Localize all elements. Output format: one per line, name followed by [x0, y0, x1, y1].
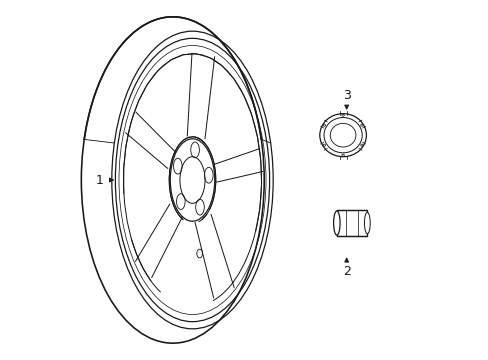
Ellipse shape: [364, 212, 369, 234]
Text: 3: 3: [342, 89, 350, 102]
Text: 1: 1: [95, 174, 103, 186]
Bar: [336, 210, 366, 237]
Ellipse shape: [333, 211, 339, 235]
Text: 2: 2: [342, 265, 350, 278]
